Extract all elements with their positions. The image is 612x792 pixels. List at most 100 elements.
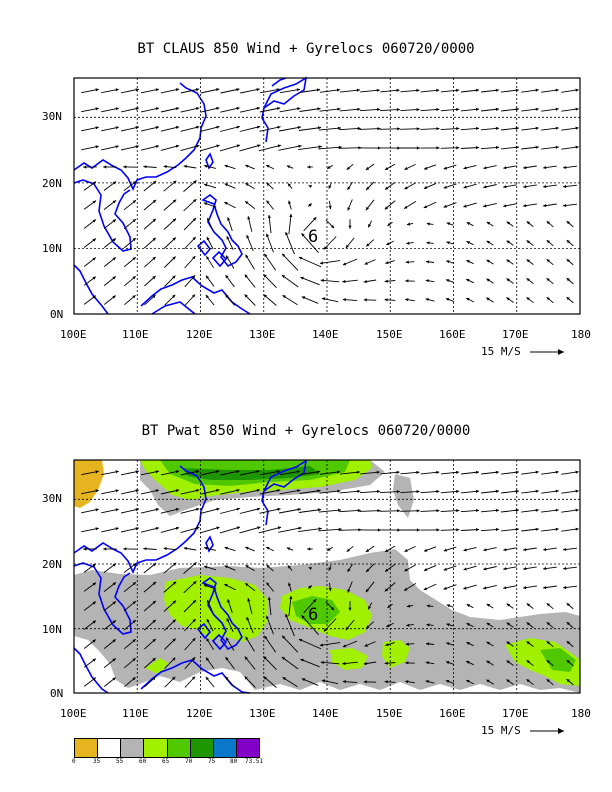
wind-vector-head [436,127,440,131]
wind-vector-head [263,294,267,298]
wind-vector-head [546,660,550,664]
wind-vector-head [206,619,210,623]
wind-vector-head [416,528,420,532]
wind-vector-head [436,146,440,150]
wind-vector-head [376,88,380,92]
wind-vector-head [555,145,559,149]
wind-vector-head [486,660,490,664]
wind-vector-head [321,679,326,683]
wind-vector-head [152,181,157,185]
wind-vector-shaft [263,253,277,271]
wind-vector-head [92,677,96,681]
wind-vector-head [366,186,370,190]
panel2-lat-label-10n: 10N [42,623,62,636]
wind-vector-head [152,658,156,662]
wind-vector-head [266,582,270,586]
wind-vector-shaft [299,471,321,475]
panel1-lat-label-30n: 30N [42,110,62,123]
wind-vector-shaft [338,529,362,531]
wind-vector-head [503,567,507,571]
colorbar-tick: 70 [185,758,193,765]
wind-vector-shaft [140,126,160,132]
wind-vector-head [515,527,519,531]
wind-vector-head [385,643,389,647]
wind-vector-head [404,568,408,572]
wind-vector-head [297,126,301,130]
wind-vector-head [173,180,177,184]
wind-vector-shaft [101,489,119,495]
wind-vector-head [486,622,490,626]
wind-vector-head [406,604,411,608]
wind-vector-head [205,294,209,299]
wind-vector-head [224,546,228,550]
wind-vector-shaft [220,107,240,113]
wind-vector-head [483,586,487,590]
wind-vector-head [205,676,209,681]
wind-vector-head [377,528,381,532]
wind-vector-head [317,508,322,512]
wind-vector-head [263,676,267,680]
wind-vector-head [236,507,240,511]
wind-vector-head [515,470,519,474]
wind-vector-head [515,145,519,149]
wind-vector-shaft [200,489,220,495]
wind-vector-shaft [279,88,301,94]
wind-vector-head [155,489,159,493]
wind-vector-head [456,489,460,494]
wind-vector-head [423,587,428,591]
wind-vector-head [192,218,196,222]
wind-vector-head [377,127,381,131]
wind-vector-head [244,274,248,278]
panel2-reference-arrow [530,728,564,734]
wind-vector-head [387,222,391,226]
wind-vector-head [466,661,470,664]
wind-vector-head [112,238,116,242]
wind-vector-shaft [281,274,299,288]
wind-vector-head [103,165,107,169]
panel2-lon-label-100e: 100E [60,707,87,720]
wind-vector-shaft [121,107,139,113]
wind-vector-head [405,279,409,283]
wind-vector-head [175,470,180,474]
wind-vector-head [356,88,360,92]
wind-vector-head [216,488,220,492]
wind-vector-head [289,595,293,600]
wind-vector-head [495,88,499,92]
panel1-gridlines [74,78,580,314]
panel2-lon-label-120e: 120E [186,707,213,720]
wind-vector-shaft [260,470,280,476]
wind-vector-shaft [480,146,500,150]
wind-vector-head [308,567,312,570]
wind-vector-head [225,294,229,298]
wind-vector-head [436,509,440,513]
wind-vector-head [366,625,370,629]
wind-vector-head [456,470,460,474]
wind-vector-head [152,276,156,280]
wind-vector-shaft [420,128,440,130]
wind-vector-shaft [481,89,499,93]
wind-vector-head [175,107,180,111]
wind-vector-head [92,582,96,586]
wind-vector-shaft [101,107,119,113]
wind-vector-head [288,200,292,204]
wind-vector-head [193,562,197,566]
colorbar [74,738,260,758]
panel2-gridlines [74,460,580,693]
wind-vector-head [466,260,470,263]
wind-vector-head [316,470,321,474]
wind-vector-head [206,275,210,279]
wind-vector-head [112,200,116,204]
wind-vector-head [526,240,530,244]
wind-vector-head [226,618,230,622]
wind-vector-head [264,253,268,258]
wind-vector-head [175,144,180,148]
wind-vector-head [443,166,448,170]
wind-vector-head [535,107,539,111]
wind-vector-head [475,489,480,493]
wind-vector-head [276,470,280,474]
wind-vector-head [263,274,267,278]
wind-vector-head [155,107,159,111]
wind-vector-head [495,527,499,532]
wind-vector-head [445,298,450,301]
wind-vector-shaft [279,508,301,514]
